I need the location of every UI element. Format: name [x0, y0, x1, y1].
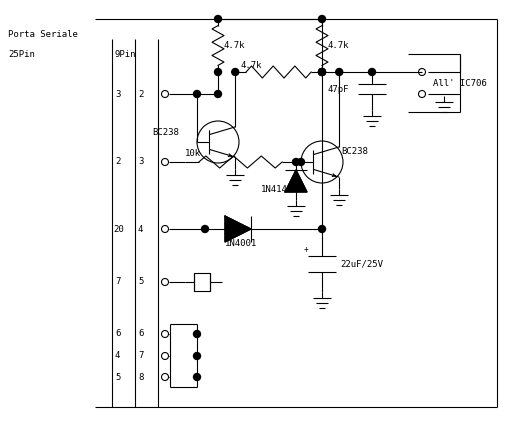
Text: 2: 2	[138, 89, 143, 98]
Text: 10k: 10k	[185, 150, 201, 159]
Circle shape	[319, 69, 326, 75]
Text: 4.7k: 4.7k	[327, 41, 348, 50]
Text: 4: 4	[115, 351, 120, 360]
Circle shape	[319, 69, 326, 75]
Circle shape	[319, 226, 326, 232]
Text: 1N4001: 1N4001	[225, 239, 257, 248]
Text: 4.7k: 4.7k	[223, 41, 244, 50]
Text: 1N4148: 1N4148	[261, 184, 293, 193]
Text: 47pF: 47pF	[327, 84, 348, 94]
Text: 7: 7	[115, 277, 120, 287]
Text: 6: 6	[115, 329, 120, 338]
Circle shape	[201, 226, 209, 232]
Circle shape	[193, 374, 200, 380]
Text: 3: 3	[138, 157, 143, 167]
Text: 22uF/25V: 22uF/25V	[340, 259, 383, 268]
Text: BC238: BC238	[341, 148, 368, 156]
Text: 3: 3	[115, 89, 120, 98]
Text: 25Pin: 25Pin	[8, 50, 35, 59]
Text: Porta Seriale: Porta Seriale	[8, 30, 78, 39]
Text: 20: 20	[113, 224, 124, 234]
Circle shape	[193, 352, 200, 360]
Text: 2: 2	[115, 157, 120, 167]
Circle shape	[215, 16, 222, 22]
Polygon shape	[285, 170, 307, 192]
Circle shape	[215, 69, 222, 75]
Circle shape	[215, 90, 222, 98]
Text: 4.7k: 4.7k	[240, 61, 262, 70]
Text: 9Pin: 9Pin	[115, 50, 136, 59]
Text: 8: 8	[138, 373, 143, 382]
Text: All' IC706: All' IC706	[433, 78, 487, 87]
Circle shape	[193, 90, 200, 98]
Circle shape	[336, 69, 343, 75]
Text: 5: 5	[115, 373, 120, 382]
Circle shape	[319, 16, 326, 22]
Text: 7: 7	[138, 351, 143, 360]
Circle shape	[232, 69, 239, 75]
Text: 4: 4	[138, 224, 143, 234]
Bar	[194, 273, 210, 291]
Text: BC238: BC238	[152, 128, 179, 137]
Text: +: +	[304, 245, 308, 254]
Text: 5: 5	[138, 277, 143, 287]
Circle shape	[292, 159, 299, 165]
Circle shape	[319, 69, 326, 75]
Text: 6: 6	[138, 329, 143, 338]
Circle shape	[193, 330, 200, 338]
Polygon shape	[225, 216, 251, 242]
Circle shape	[297, 159, 305, 165]
Circle shape	[369, 69, 376, 75]
